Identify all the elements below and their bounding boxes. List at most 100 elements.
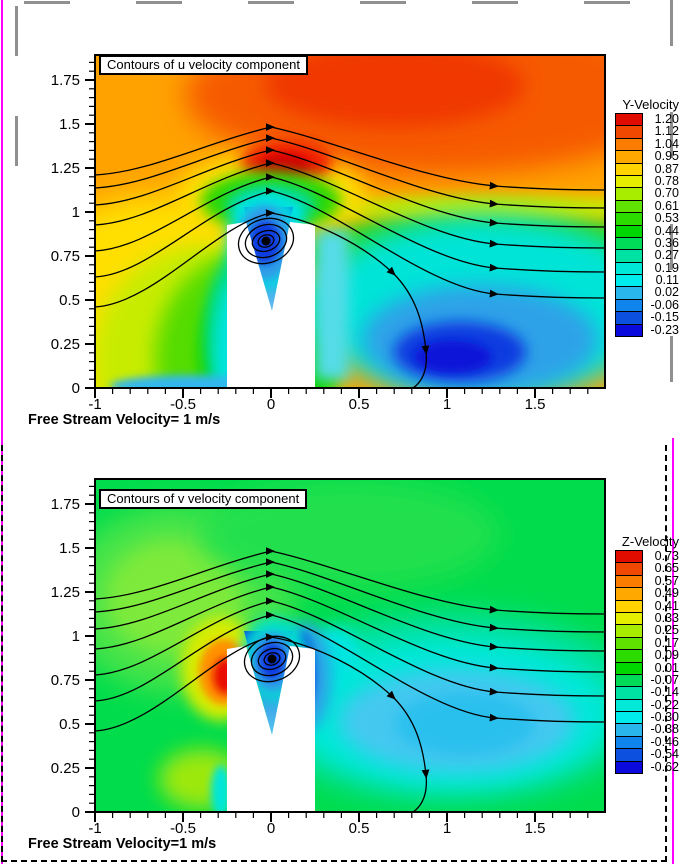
- legend-entry: -0.62: [615, 759, 679, 775]
- legend-color-swatch: [615, 611, 643, 626]
- legend-color-swatch: [615, 562, 643, 576]
- legend-entry: 0.19: [615, 261, 679, 276]
- legend-entry: 0.73: [615, 549, 679, 564]
- y-tick-label: 0.5: [59, 716, 80, 733]
- legend-color-swatch: [615, 599, 643, 613]
- legend-entry: 0.61: [615, 198, 679, 214]
- vortex-core: [267, 654, 277, 664]
- v-velocity-contour-plot: -1 -0.5 0 0.5 1 1.5 0 0.25 0.5 0.75 1 1.25 1.5 1.75: [51, 478, 606, 837]
- legend-color-swatch: [615, 162, 643, 176]
- x-tick-label: 0: [267, 396, 275, 413]
- y-tick-label: 1: [72, 628, 80, 645]
- legend-value-label: 0.11: [655, 273, 679, 288]
- legend-value-label: -0.07: [650, 672, 679, 687]
- legend-rows: 0.73 0.65 0.57 0.49 0.41 0.33 0.25 0.17 0.09 0.01…: [615, 549, 679, 775]
- y-tick-label: 1.75: [51, 496, 80, 513]
- x-tick-label: 0: [267, 820, 275, 837]
- bottom-frame-dashed-border: [1, 445, 667, 862]
- legend-color-swatch: [615, 686, 643, 700]
- legend-color-swatch: [615, 723, 643, 737]
- legend-value-label: 0.73: [654, 549, 679, 563]
- legend-value-label: 0.87: [654, 161, 679, 176]
- y-tick-label: 0: [72, 804, 80, 821]
- legend-color-swatch: [615, 636, 643, 651]
- legend-value-label: -0.23: [650, 322, 679, 337]
- legend-value-label: 0.25: [654, 623, 679, 638]
- legend-value-label: 0.57: [654, 573, 679, 588]
- legend-value-label: 0.01: [654, 660, 679, 675]
- legend-title: Z-Velocity: [621, 534, 679, 549]
- legend-value-label: -0.62: [650, 759, 679, 774]
- legend-value-label: -0.14: [650, 685, 679, 700]
- legend-color-swatch: [615, 323, 643, 338]
- caption: Free Stream Velocity=1 m/s: [28, 836, 217, 852]
- legend-color-swatch: [615, 261, 643, 276]
- legend-value-label: 0.61: [654, 198, 679, 213]
- legend-value-label: 0.70: [654, 186, 679, 201]
- legend-color-swatch: [615, 125, 643, 139]
- legend-value-label: -0.38: [650, 722, 679, 737]
- legend-entry: -0.38: [615, 722, 679, 737]
- legend-color-swatch: [615, 624, 643, 638]
- plot-border: [94, 54, 606, 389]
- legend-entry: 0.95: [615, 149, 679, 164]
- u-contour-field: [95, 55, 605, 388]
- legend-entry: 0.87: [615, 161, 679, 176]
- legend-value-label: 0.36: [654, 235, 679, 250]
- legend-value-label: 0.27: [654, 248, 679, 263]
- legend-value-label: 0.44: [654, 223, 679, 238]
- legend-entry: 0.41: [615, 598, 679, 613]
- legend-value-label: 1.12: [654, 124, 679, 139]
- plot-border: [94, 478, 606, 813]
- legend-value-label: 0.02: [654, 285, 679, 300]
- v-contour-field: [95, 479, 605, 812]
- legend-color-swatch: [615, 661, 643, 675]
- legend-value-label: 0.49: [654, 586, 679, 601]
- legend-rows: 1.20 1.12 1.04 0.95 0.87 0.78 0.70 0.61 0.53 0.44…: [615, 112, 679, 338]
- y-tick-label: 1.25: [51, 584, 80, 601]
- legend-entry: 0.57: [615, 573, 679, 589]
- x-tick-label: 1: [443, 396, 451, 413]
- x-tick-label: -0.5: [170, 820, 196, 837]
- y-tick-label: 1.75: [51, 72, 80, 89]
- legend-color-swatch: [615, 760, 643, 775]
- legend-entry: 0.78: [615, 174, 679, 189]
- legend-entry: -0.14: [615, 685, 679, 700]
- x-tick-label: -1: [88, 820, 101, 837]
- streamline-recirculation: [94, 633, 430, 813]
- streamlines: [94, 123, 606, 389]
- x-tick-label: -0.5: [170, 396, 196, 413]
- paper-edge-right: [672, 438, 674, 864]
- legend-color-swatch: [615, 174, 643, 189]
- legend-value-label: 0.09: [654, 648, 679, 663]
- paper-edge-left: [1, 0, 3, 864]
- legend-color-swatch: [615, 649, 643, 663]
- legend-value-label: 0.95: [654, 149, 679, 164]
- legend-color-swatch: [615, 587, 643, 601]
- legend-color-swatch: [615, 150, 643, 164]
- x-tick-label: 1.5: [525, 396, 546, 413]
- legend-value-label: -0.15: [650, 310, 679, 325]
- legend-color-swatch: [615, 311, 643, 325]
- y-tick-label: 0: [72, 380, 80, 397]
- y-tick-label: 0.5: [59, 292, 80, 309]
- legend-color-swatch: [615, 249, 643, 263]
- legend-entry: -0.06: [615, 298, 679, 313]
- streamlines: [94, 547, 606, 813]
- vortex-core: [261, 236, 271, 246]
- legend-value-label: 0.53: [654, 211, 679, 226]
- plot-title: Contours of u velocity component: [99, 55, 308, 75]
- legend-value-label: 0.41: [654, 598, 679, 613]
- legend-entry: 0.49: [615, 586, 679, 601]
- legend-color-swatch: [615, 212, 643, 226]
- y-tick-label: 1.5: [59, 116, 80, 133]
- x-tick-label: 1.5: [525, 820, 546, 837]
- legend-color-swatch: [615, 187, 643, 201]
- legend-entry: -0.30: [615, 710, 679, 725]
- y-tick-label: 0.25: [51, 336, 80, 353]
- legend-entry: 0.27: [615, 248, 679, 263]
- x-tick-label: 0.5: [349, 820, 370, 837]
- y-tick-label: 1.25: [51, 160, 80, 177]
- legend-color-swatch: [615, 113, 643, 127]
